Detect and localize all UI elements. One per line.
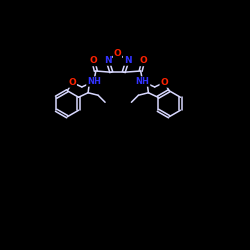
Text: O: O (90, 56, 97, 66)
Text: NH: NH (87, 77, 101, 86)
Text: N: N (104, 56, 111, 65)
Text: N: N (124, 56, 131, 65)
Text: NH: NH (136, 77, 149, 86)
Text: O: O (68, 78, 76, 87)
Text: O: O (139, 56, 147, 66)
Text: O: O (114, 49, 122, 58)
Text: O: O (160, 78, 168, 87)
